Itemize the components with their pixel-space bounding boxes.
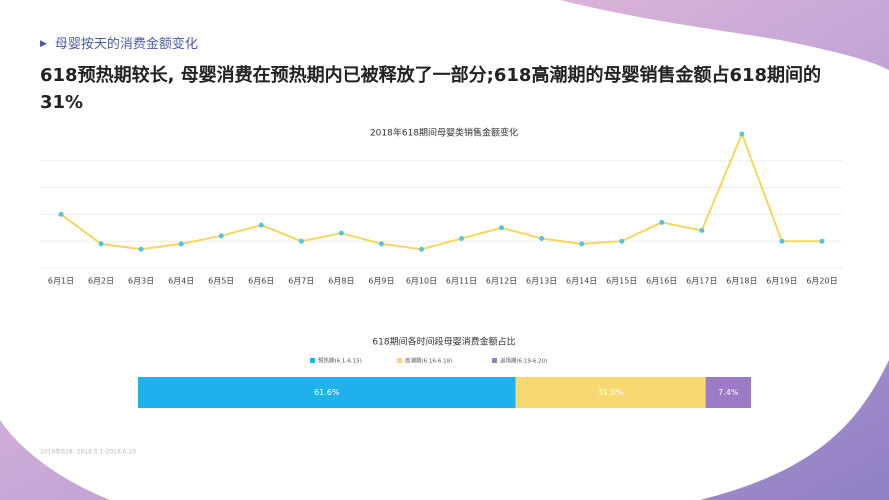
data-point	[138, 246, 144, 252]
data-point	[258, 222, 264, 228]
data-point	[619, 238, 625, 244]
x-tick-label: 6月17日	[686, 277, 717, 286]
footnote: 2018年618: 2018.6.1-2018.6.20	[40, 448, 136, 456]
data-label: 61.6%	[314, 388, 340, 397]
bar-segment	[138, 377, 516, 408]
data-point	[418, 246, 424, 252]
data-point	[739, 131, 745, 137]
data-point	[819, 238, 825, 244]
x-tick-label: 6月6日	[248, 277, 274, 286]
x-tick-label: 6月4日	[168, 277, 194, 286]
data-point	[58, 211, 64, 217]
data-point	[218, 233, 224, 239]
x-tick-label: 6月20日	[806, 277, 837, 286]
data-point	[659, 219, 665, 225]
x-tick-label: 6月14日	[566, 277, 597, 286]
legend-swatch	[397, 358, 402, 363]
x-tick-label: 6月19日	[766, 277, 797, 286]
legend-label: 预热期(6.1-6.15)	[318, 357, 362, 365]
bar-segment	[705, 377, 751, 408]
x-tick-label: 6月12日	[486, 277, 517, 286]
data-label: 31.0%	[598, 388, 624, 397]
data-point	[539, 236, 545, 242]
legend-label: 高潮期(6.16-6.18)	[405, 357, 452, 365]
x-tick-label: 6月2日	[88, 277, 114, 286]
x-tick-label: 6月7日	[288, 277, 314, 286]
data-point	[98, 241, 104, 247]
data-point	[699, 227, 705, 233]
legend-swatch	[310, 358, 315, 363]
data-point	[459, 236, 465, 242]
data-point	[178, 241, 184, 247]
x-tick-label: 6月1日	[48, 277, 74, 286]
chart-title: 618期间各时间段母婴消费金额占比	[372, 336, 515, 348]
bar-segment	[515, 377, 706, 408]
legend-label: 返场期(6.19-6.20)	[500, 357, 547, 365]
breadcrumb: 母婴按天的消费金额变化	[40, 33, 198, 52]
x-tick-label: 6月9日	[368, 277, 394, 286]
data-point	[378, 241, 384, 247]
x-tick-label: 6月15日	[606, 277, 637, 286]
data-point	[579, 241, 585, 247]
x-tick-label: 6月10日	[406, 277, 437, 286]
data-point	[779, 238, 785, 244]
headline: 618预热期较长, 母婴消费在预热期内已被释放了一部分;618高潮期的母婴销售金…	[40, 65, 822, 113]
data-label: 7.4%	[718, 388, 739, 397]
x-tick-label: 6月3日	[128, 277, 154, 286]
x-tick-label: 6月5日	[208, 277, 234, 286]
x-tick-label: 6月13日	[526, 277, 557, 286]
x-tick-label: 6月11日	[446, 277, 477, 286]
data-point	[338, 230, 344, 236]
x-tick-label: 6月16日	[646, 277, 677, 286]
data-line	[60, 131, 822, 251]
x-tick-label: 6月18日	[726, 277, 757, 286]
data-point	[499, 225, 505, 231]
data-point	[298, 238, 304, 244]
chart-title: 2018年618期间母婴类销售金额变化	[370, 127, 518, 139]
legend-swatch	[492, 358, 497, 363]
x-tick-label: 6月8日	[328, 277, 354, 286]
